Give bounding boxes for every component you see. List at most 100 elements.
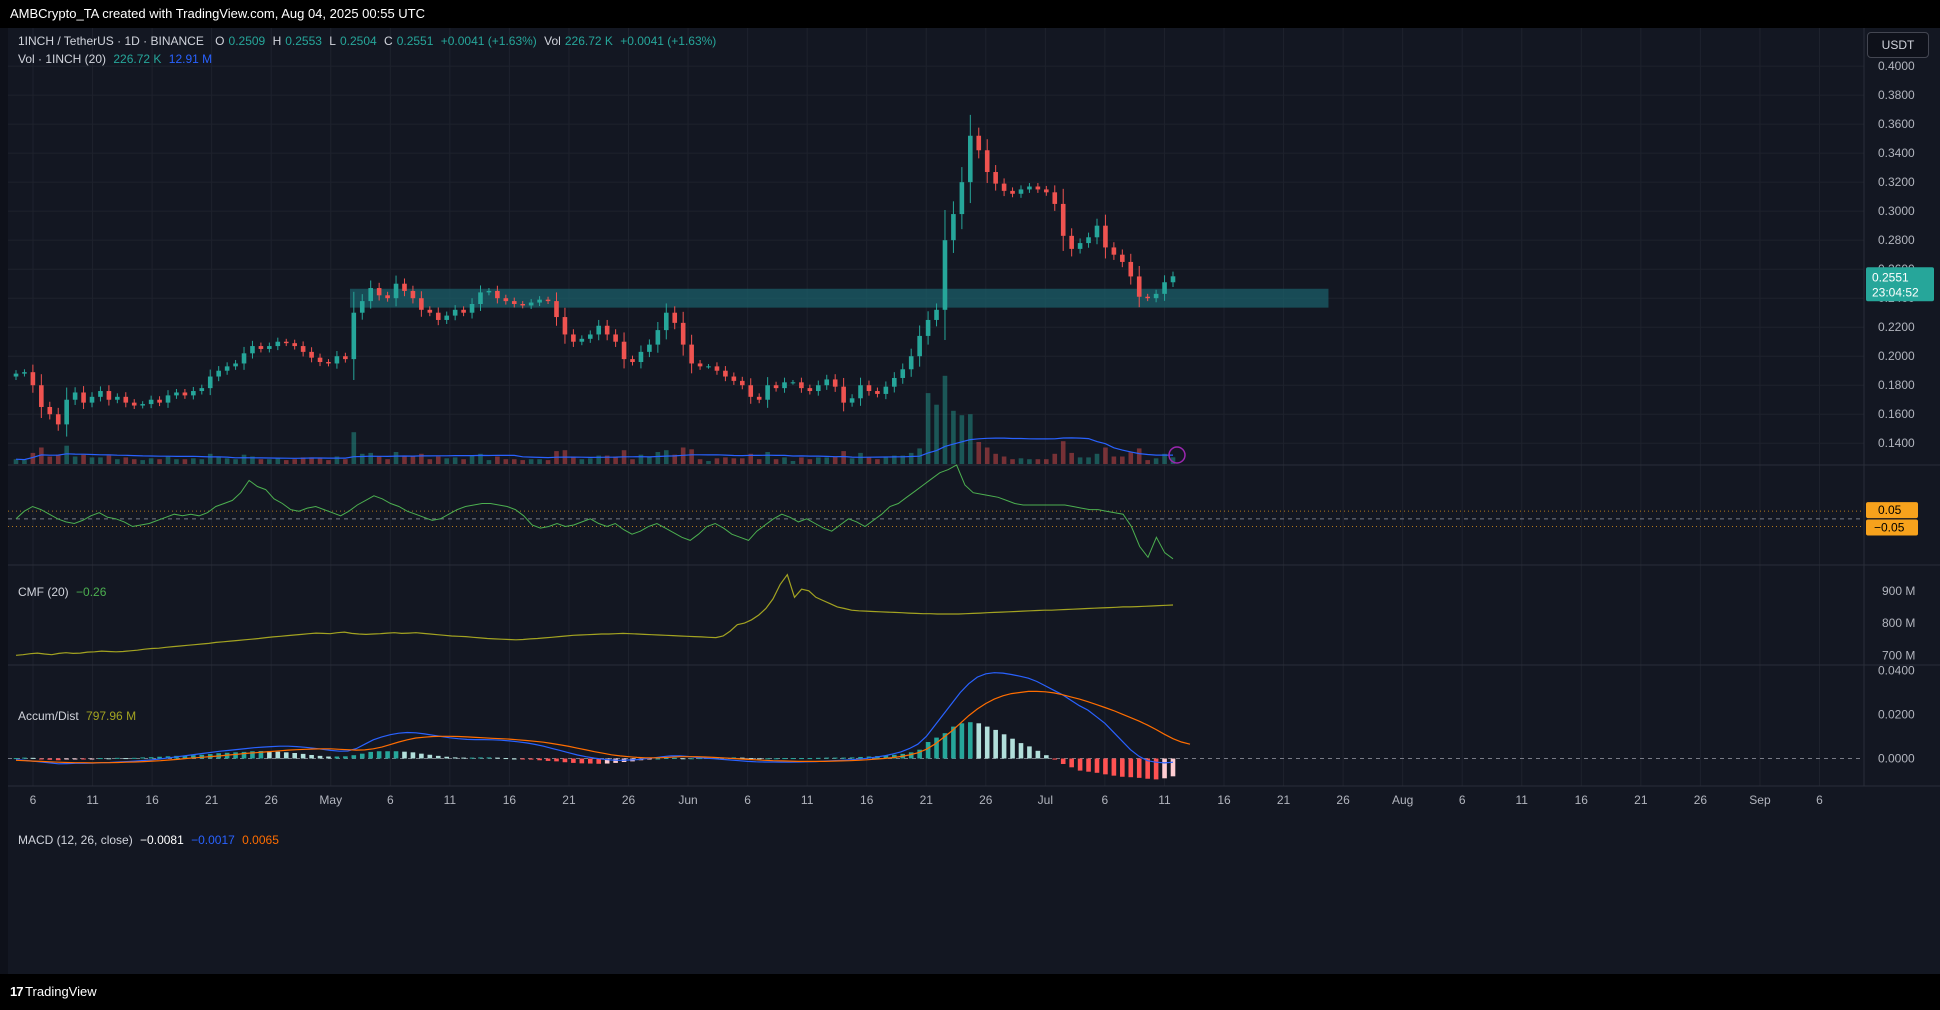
tradingview-logo[interactable]: 17 TradingView (10, 984, 97, 999)
macd-hist-bar-83 (714, 757, 720, 759)
volume-bar-42 (368, 452, 374, 464)
volume-bar-73 (630, 459, 635, 464)
macd-hist-bar-21 (191, 755, 196, 759)
macd-hist-bar-115 (984, 726, 990, 759)
chart-frame[interactable]: 0.4000 0.3800 0.3600 0.3400 0.3200 0.3000 0.28… (8, 28, 1940, 974)
caption-bar: AMBCrypto_TA created with TradingView.co… (0, 0, 1940, 28)
time-tick-label-4: 26 (265, 793, 279, 807)
vol-label: Vol (544, 34, 561, 48)
volume-bar-123 (1052, 453, 1058, 464)
volume-bar-124 (1060, 441, 1066, 464)
volume-bar-41 (359, 453, 365, 464)
candle-body-5 (55, 414, 61, 425)
candle-body-99 (849, 398, 855, 403)
volume-bar-56 (486, 460, 492, 464)
macd-hist-bar-78 (672, 757, 678, 759)
price-tick-label-1: 0.3800 (1878, 88, 1915, 102)
candle-body-24 (216, 370, 221, 377)
volume-bar-90 (773, 459, 779, 464)
candle-body-8 (81, 392, 86, 403)
cmf-upper-tag (1866, 502, 1918, 519)
macd-hist-bar-119 (1018, 743, 1024, 759)
candle-body-33 (292, 343, 297, 347)
currency-button[interactable]: USDT (1867, 32, 1929, 58)
volume-bar-28 (250, 456, 255, 464)
cmf-lower-tag (1866, 519, 1918, 536)
time-tick-label-15: 21 (920, 793, 934, 807)
macd-hist-bar-7 (72, 758, 78, 760)
low-value: 0.2504 (339, 34, 377, 48)
candle-body-89 (765, 385, 770, 400)
time-tick-label-8: 16 (503, 793, 517, 807)
volume-bar-117 (1001, 456, 1007, 464)
volume-legend-label[interactable]: Vol · 1INCH (20) (18, 52, 107, 66)
candle-body-125 (1069, 235, 1074, 249)
macd-hist-bar-34 (300, 753, 306, 759)
candle-body-101 (866, 385, 872, 392)
macd-hist-bar-127 (1086, 758, 1091, 772)
price-tick-label-0: 0.4000 (1878, 59, 1915, 73)
macd-hist-bar-67 (579, 758, 585, 764)
candle-body-97 (832, 379, 838, 387)
macd-hist-bar-90 (773, 758, 779, 760)
macd-hist-bar-110 (942, 733, 948, 759)
replay-icon (1168, 446, 1186, 464)
macd-hist-bar-104 (892, 754, 897, 759)
macd-hist-bar-107 (917, 749, 922, 759)
macd-hist-bar-33 (292, 753, 297, 759)
time-tick-label-7: 11 (444, 793, 457, 807)
ad-legend-label[interactable]: Accum/Dist (18, 709, 79, 723)
volume-bar-27 (241, 454, 247, 464)
macd-hist-bar-38 (334, 756, 340, 759)
volume-bar-115 (984, 447, 990, 464)
macd-hist-bar-57 (495, 757, 500, 759)
candle-body-11 (106, 391, 112, 400)
macd-line (15, 672, 1174, 765)
volume-bar-83 (714, 458, 720, 464)
macd-hist-bar-65 (562, 758, 568, 763)
volume-bar-108 (925, 393, 931, 464)
macd-hist-bar-9 (89, 758, 95, 760)
volume-bar-129 (1103, 447, 1108, 464)
cmf-legend-label[interactable]: CMF (20) (18, 585, 69, 599)
macd-legend-label[interactable]: MACD (12, 26, close) (18, 833, 133, 847)
volume-bar-31 (275, 458, 281, 464)
candle-body-58 (503, 298, 509, 302)
volume-bar-51 (444, 458, 450, 464)
symbol-label[interactable]: 1INCH / TetherUS · 1D · BINANCE (18, 34, 204, 48)
candle-body-7 (72, 392, 78, 400)
macd-legend-hist: −0.0081 (140, 833, 184, 847)
candle-body-75 (647, 344, 652, 352)
price-tick-label-13: 0.1400 (1878, 436, 1915, 450)
signal-line (15, 690, 1191, 764)
volume-bar-92 (790, 461, 796, 464)
candle-body-55 (478, 292, 483, 305)
macd-hist-bar-29 (258, 751, 264, 759)
volume-bar-53 (461, 459, 466, 464)
macd-hist-bar-12 (115, 757, 120, 759)
candle-body-31 (275, 341, 281, 347)
vol-value: 226.72 K (564, 34, 613, 48)
macd-hist-bar-132 (1128, 758, 1134, 778)
cmf-line (15, 464, 1174, 560)
candle-body-34 (300, 346, 306, 352)
candle-body-14 (131, 402, 137, 406)
candle-body-129 (1103, 225, 1108, 248)
chart-svg[interactable]: 0.4000 0.3800 0.3600 0.3400 0.3200 0.3000 0.28… (8, 28, 1940, 974)
macd-hist-bar-69 (596, 758, 602, 764)
time-tick-label-29: Sep (1749, 793, 1771, 807)
macd-hist-bar-61 (528, 758, 534, 760)
candle-body-106 (908, 356, 914, 370)
volume-bar-122 (1044, 459, 1049, 464)
macd-hist-bar-11 (106, 758, 112, 760)
volume-bar-99 (849, 458, 855, 464)
high-label: H (272, 34, 282, 48)
macd-hist-bar-4 (47, 758, 53, 760)
macd-hist-bar-114 (976, 723, 982, 759)
volume-bar-47 (410, 456, 416, 464)
volume-layer (13, 375, 1186, 464)
volume-bar-29 (258, 459, 264, 464)
volume-bar-67 (579, 459, 585, 464)
candle-body-50 (435, 312, 441, 320)
candle-body-126 (1077, 243, 1083, 249)
